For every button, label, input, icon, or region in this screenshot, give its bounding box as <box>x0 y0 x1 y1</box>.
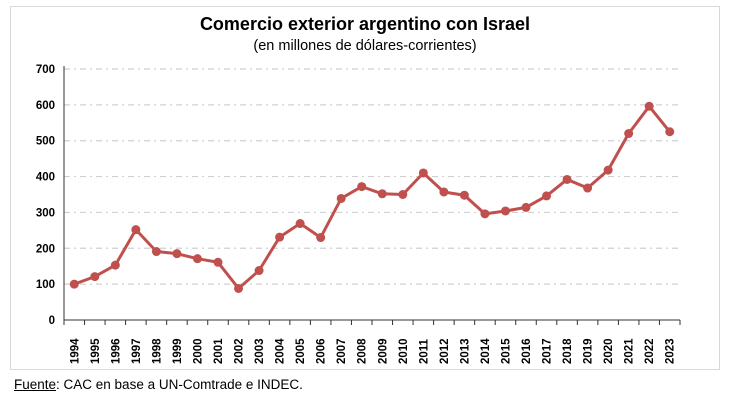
x-tick-label: 2013 <box>459 338 471 364</box>
data-point <box>398 190 408 199</box>
data-point <box>542 191 552 201</box>
data-point <box>336 193 346 203</box>
data-point <box>275 232 285 242</box>
x-tick-label: 1999 <box>172 338 184 364</box>
chart-frame <box>10 6 720 370</box>
data-point <box>603 165 613 175</box>
x-tick-label: 1998 <box>151 338 163 364</box>
y-tick-label: 300 <box>36 207 55 219</box>
chart-title: Comercio exterior argentino con Israel <box>199 14 531 34</box>
y-tick-label: 0 <box>49 315 55 327</box>
data-point <box>316 233 326 243</box>
data-point <box>377 189 387 199</box>
data-point <box>69 279 79 289</box>
x-tick-label: 1997 <box>131 338 143 364</box>
data-point <box>459 190 469 200</box>
x-tick-label: 1995 <box>90 338 102 364</box>
data-point <box>500 206 510 216</box>
x-tick-label: 2005 <box>295 338 307 364</box>
y-tick-label: 700 <box>36 64 55 76</box>
data-point <box>418 168 428 178</box>
data-point <box>192 254 202 264</box>
x-tick-label: 2017 <box>542 338 554 364</box>
data-point <box>562 174 572 184</box>
data-point <box>131 225 141 235</box>
source-note: Fuente: CAC en base a UN-Comtrade e INDE… <box>14 377 303 392</box>
data-point <box>213 257 223 267</box>
x-tick-label: 2023 <box>665 338 677 364</box>
y-tick-label: 100 <box>36 279 55 291</box>
x-tick-label: 2022 <box>644 338 656 364</box>
data-point <box>521 202 531 212</box>
x-tick-label: 2003 <box>254 338 266 364</box>
y-tick-label: 500 <box>36 136 55 148</box>
data-point <box>624 129 634 139</box>
y-tick-label: 400 <box>36 172 55 184</box>
x-tick-label: 2008 <box>357 338 369 364</box>
x-tick-label: 2010 <box>398 338 410 364</box>
x-tick-label: 2020 <box>603 338 615 364</box>
data-point <box>90 272 100 282</box>
x-tick-label: 2001 <box>213 338 225 364</box>
data-point <box>254 266 264 276</box>
data-point <box>110 260 120 270</box>
x-tick-label: 1996 <box>110 338 122 364</box>
x-tick-label: 2015 <box>500 338 512 364</box>
x-tick-label: 1994 <box>69 338 81 364</box>
x-tick-label: 2021 <box>624 338 636 364</box>
x-tick-label: 2016 <box>521 338 533 364</box>
chart-subtitle: (en millones de dólares-corrientes) <box>253 38 477 54</box>
data-point <box>172 249 182 259</box>
x-tick-label: 2011 <box>418 338 430 364</box>
data-point <box>357 182 367 192</box>
x-tick-label: 2004 <box>275 338 287 364</box>
data-point <box>583 183 593 193</box>
y-tick-label: 200 <box>36 243 55 255</box>
data-point <box>644 101 654 111</box>
x-tick-label: 2002 <box>234 338 246 364</box>
y-tick-label: 600 <box>36 100 55 112</box>
data-point <box>234 283 244 293</box>
data-point <box>480 209 490 219</box>
data-point <box>151 247 161 257</box>
x-tick-label: 2018 <box>562 338 574 364</box>
x-tick-label: 2019 <box>583 338 595 364</box>
data-point <box>665 127 675 137</box>
x-tick-label: 2006 <box>316 338 328 364</box>
source-text: : CAC en base a UN-Comtrade e INDEC. <box>56 377 303 392</box>
x-tick-label: 2000 <box>192 338 204 364</box>
x-tick-label: 2014 <box>480 338 492 364</box>
series-line <box>73 104 671 290</box>
data-point <box>439 187 449 197</box>
x-tick-label: 2012 <box>439 338 451 364</box>
x-tick-label: 2007 <box>336 338 348 364</box>
source-label: Fuente <box>14 377 57 392</box>
data-point <box>295 219 305 229</box>
x-tick-label: 2009 <box>377 338 389 364</box>
